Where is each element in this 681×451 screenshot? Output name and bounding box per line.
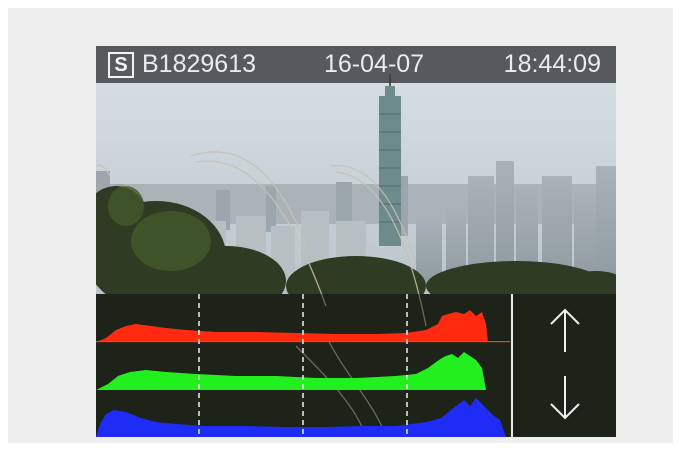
capture-time: 18:44:09 (503, 50, 601, 78)
arrow-down-icon[interactable] (547, 372, 583, 422)
shooting-mode-badge: S (108, 52, 134, 78)
scroll-controls (513, 294, 616, 437)
rgb-histogram (96, 294, 510, 437)
info-status-bar: S B1829613 16-04-07 18:44:09 (96, 46, 616, 83)
tower (379, 74, 401, 246)
red-histogram (96, 310, 488, 342)
panel-divider (511, 294, 513, 437)
viewer-frame: S B1829613 16-04-07 18:44:09 (8, 8, 673, 443)
blue-histogram (96, 398, 506, 437)
green-histogram (96, 352, 486, 390)
camera-playback-screen: S B1829613 16-04-07 18:44:09 (96, 46, 616, 437)
image-id: B1829613 (142, 50, 257, 78)
playback-photo (96, 46, 616, 437)
capture-date: 16-04-07 (324, 50, 425, 78)
arrow-up-icon[interactable] (547, 306, 583, 356)
